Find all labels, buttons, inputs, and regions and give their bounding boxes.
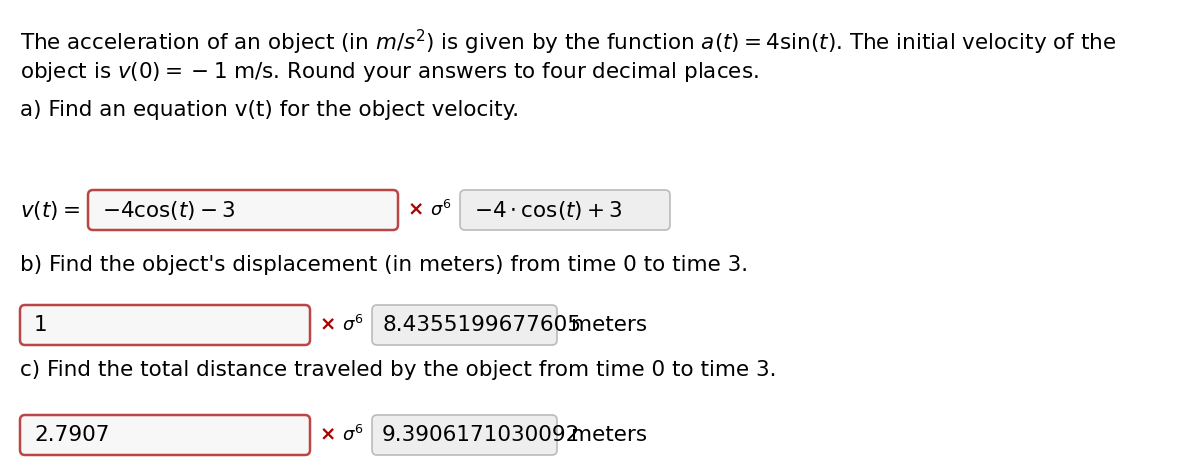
FancyBboxPatch shape (88, 190, 398, 230)
Text: ×: × (408, 200, 425, 219)
Text: 9.3906171030092: 9.3906171030092 (382, 425, 581, 445)
Text: 1: 1 (34, 315, 48, 335)
Text: 2.7907: 2.7907 (34, 425, 109, 445)
Text: c) Find the total distance traveled by the object from time 0 to time 3.: c) Find the total distance traveled by t… (20, 360, 776, 380)
Text: $v(t) =$: $v(t) =$ (20, 199, 80, 221)
Text: object is $v(0) = -1$ m/s. Round your answers to four decimal places.: object is $v(0) = -1$ m/s. Round your an… (20, 60, 758, 84)
Text: $\sigma^6$: $\sigma^6$ (342, 425, 364, 445)
Text: ×: × (320, 315, 336, 334)
Text: $-4 \cdot \cos(t) + 3$: $-4 \cdot \cos(t) + 3$ (474, 199, 623, 221)
FancyBboxPatch shape (460, 190, 670, 230)
FancyBboxPatch shape (372, 415, 557, 455)
Text: meters: meters (571, 315, 647, 335)
Text: $\sigma^6$: $\sigma^6$ (342, 315, 364, 335)
Text: meters: meters (571, 425, 647, 445)
FancyBboxPatch shape (372, 305, 557, 345)
FancyBboxPatch shape (20, 415, 310, 455)
Text: a) Find an equation v(t) for the object velocity.: a) Find an equation v(t) for the object … (20, 100, 520, 120)
Text: ×: × (320, 425, 336, 444)
Text: 8.4355199677605: 8.4355199677605 (382, 315, 581, 335)
Text: The acceleration of an object (in $m/s^2$) is given by the function $a(t) = 4\si: The acceleration of an object (in $m/s^2… (20, 28, 1116, 57)
FancyBboxPatch shape (20, 305, 310, 345)
Text: $\sigma^6$: $\sigma^6$ (430, 200, 451, 220)
Text: b) Find the object's displacement (in meters) from time 0 to time 3.: b) Find the object's displacement (in me… (20, 255, 748, 275)
Text: $-4\cos(t) - 3$: $-4\cos(t) - 3$ (102, 199, 235, 221)
